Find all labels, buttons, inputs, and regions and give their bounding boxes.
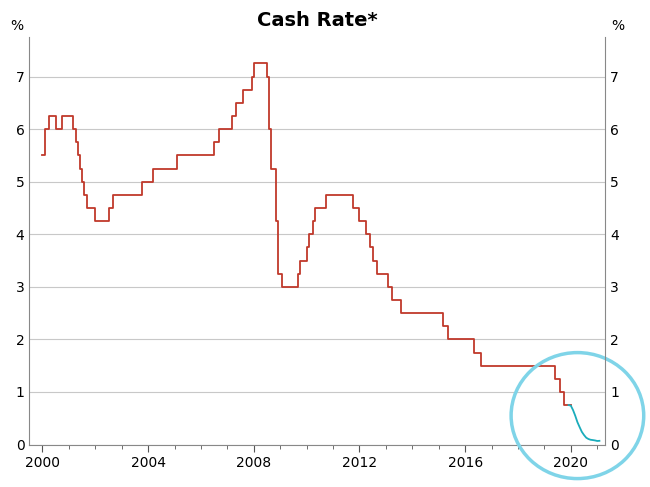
- Text: %: %: [10, 19, 23, 33]
- Text: %: %: [611, 19, 624, 33]
- Title: Cash Rate*: Cash Rate*: [257, 11, 378, 30]
